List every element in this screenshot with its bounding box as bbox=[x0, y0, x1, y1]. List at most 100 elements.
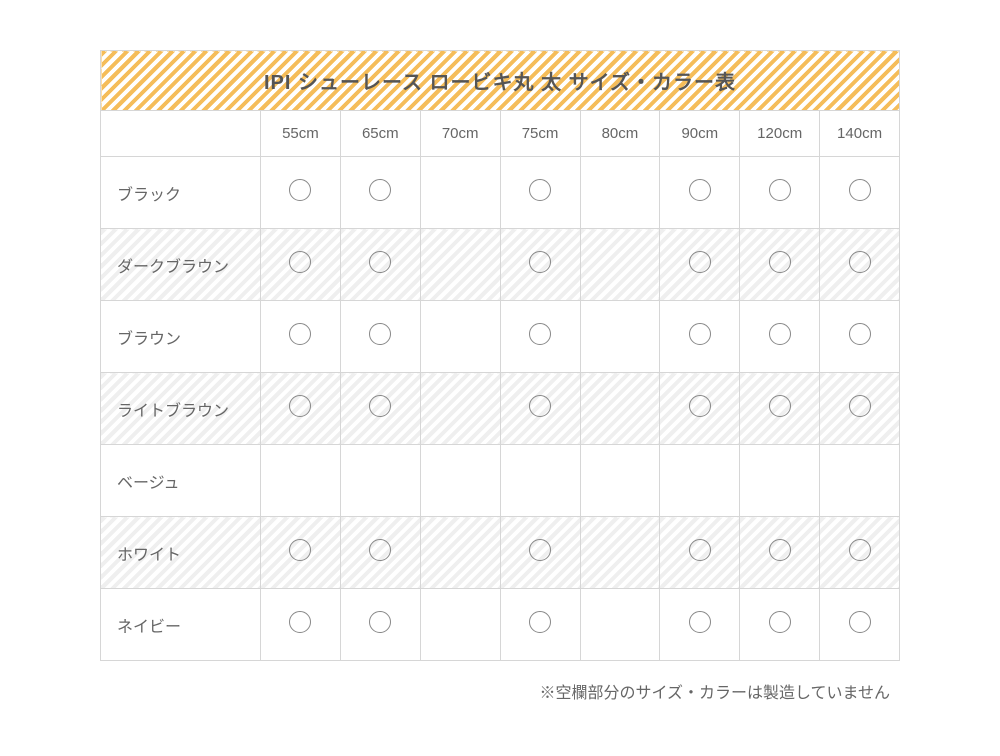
circle-icon bbox=[849, 251, 871, 273]
availability-cell bbox=[580, 229, 660, 301]
table-body: ブラックダークブラウンブラウンライトブラウンベージュホワイトネイビー bbox=[101, 157, 900, 661]
circle-icon bbox=[529, 323, 551, 345]
availability-cell bbox=[820, 301, 900, 373]
circle-icon bbox=[769, 539, 791, 561]
availability-cell bbox=[820, 229, 900, 301]
availability-cell bbox=[420, 229, 500, 301]
availability-cell bbox=[820, 517, 900, 589]
circle-icon bbox=[529, 179, 551, 201]
circle-icon bbox=[769, 251, 791, 273]
circle-icon bbox=[289, 179, 311, 201]
circle-icon bbox=[849, 395, 871, 417]
availability-cell bbox=[340, 301, 420, 373]
table-row: ネイビー bbox=[101, 589, 900, 661]
size-header: 140cm bbox=[820, 111, 900, 157]
circle-icon bbox=[849, 179, 871, 201]
circle-icon bbox=[529, 395, 551, 417]
availability-cell bbox=[820, 445, 900, 517]
circle-icon bbox=[369, 251, 391, 273]
availability-cell bbox=[340, 229, 420, 301]
availability-cell bbox=[820, 589, 900, 661]
row-label: ベージュ bbox=[101, 445, 261, 517]
circle-icon bbox=[689, 323, 711, 345]
size-header: 80cm bbox=[580, 111, 660, 157]
size-header: 120cm bbox=[740, 111, 820, 157]
circle-icon bbox=[289, 323, 311, 345]
availability-cell bbox=[500, 517, 580, 589]
circle-icon bbox=[289, 251, 311, 273]
availability-cell bbox=[340, 589, 420, 661]
table-row: ブラック bbox=[101, 157, 900, 229]
availability-cell bbox=[261, 301, 341, 373]
circle-icon bbox=[369, 611, 391, 633]
footnote: ※空欄部分のサイズ・カラーは製造していません bbox=[100, 679, 900, 703]
availability-cell bbox=[261, 157, 341, 229]
circle-icon bbox=[769, 395, 791, 417]
availability-cell bbox=[820, 157, 900, 229]
table-row: ライトブラウン bbox=[101, 373, 900, 445]
availability-cell bbox=[261, 373, 341, 445]
availability-cell bbox=[420, 157, 500, 229]
size-header: 70cm bbox=[420, 111, 500, 157]
circle-icon bbox=[369, 539, 391, 561]
availability-cell bbox=[500, 373, 580, 445]
availability-cell bbox=[580, 373, 660, 445]
availability-cell bbox=[340, 445, 420, 517]
availability-cell bbox=[820, 373, 900, 445]
circle-icon bbox=[769, 611, 791, 633]
circle-icon bbox=[529, 251, 551, 273]
availability-cell bbox=[340, 157, 420, 229]
availability-cell bbox=[660, 157, 740, 229]
availability-cell bbox=[261, 445, 341, 517]
table-row: ダークブラウン bbox=[101, 229, 900, 301]
size-header: 90cm bbox=[660, 111, 740, 157]
circle-icon bbox=[289, 539, 311, 561]
availability-cell bbox=[580, 157, 660, 229]
availability-cell bbox=[580, 301, 660, 373]
circle-icon bbox=[689, 395, 711, 417]
availability-cell bbox=[660, 589, 740, 661]
availability-cell bbox=[740, 301, 820, 373]
availability-cell bbox=[420, 445, 500, 517]
availability-cell bbox=[740, 157, 820, 229]
availability-cell bbox=[660, 445, 740, 517]
availability-cell bbox=[500, 589, 580, 661]
row-label: ネイビー bbox=[101, 589, 261, 661]
availability-cell bbox=[660, 517, 740, 589]
size-header: 75cm bbox=[500, 111, 580, 157]
availability-cell bbox=[660, 373, 740, 445]
circle-icon bbox=[369, 395, 391, 417]
circle-icon bbox=[289, 395, 311, 417]
availability-cell bbox=[420, 517, 500, 589]
availability-cell bbox=[500, 229, 580, 301]
circle-icon bbox=[689, 179, 711, 201]
circle-icon bbox=[369, 179, 391, 201]
availability-cell bbox=[500, 157, 580, 229]
table-title: IPI シューレース ロービキ丸 太 サイズ・カラー表 bbox=[101, 51, 900, 111]
availability-cell bbox=[580, 589, 660, 661]
circle-icon bbox=[769, 179, 791, 201]
table-row: ホワイト bbox=[101, 517, 900, 589]
availability-cell bbox=[420, 589, 500, 661]
circle-icon bbox=[849, 539, 871, 561]
availability-cell bbox=[740, 229, 820, 301]
row-label: ライトブラウン bbox=[101, 373, 261, 445]
availability-cell bbox=[340, 517, 420, 589]
blank-header bbox=[101, 111, 261, 157]
circle-icon bbox=[529, 539, 551, 561]
availability-cell bbox=[261, 589, 341, 661]
availability-cell bbox=[740, 517, 820, 589]
circle-icon bbox=[849, 323, 871, 345]
availability-cell bbox=[500, 301, 580, 373]
size-header: 65cm bbox=[340, 111, 420, 157]
size-color-table: IPI シューレース ロービキ丸 太 サイズ・カラー表 55cm65cm70cm… bbox=[100, 50, 900, 661]
availability-cell bbox=[500, 445, 580, 517]
circle-icon bbox=[369, 323, 391, 345]
size-header-row: 55cm65cm70cm75cm80cm90cm120cm140cm bbox=[101, 111, 900, 157]
availability-cell bbox=[740, 589, 820, 661]
availability-cell bbox=[420, 301, 500, 373]
circle-icon bbox=[529, 611, 551, 633]
circle-icon bbox=[849, 611, 871, 633]
circle-icon bbox=[689, 539, 711, 561]
table-row: ブラウン bbox=[101, 301, 900, 373]
